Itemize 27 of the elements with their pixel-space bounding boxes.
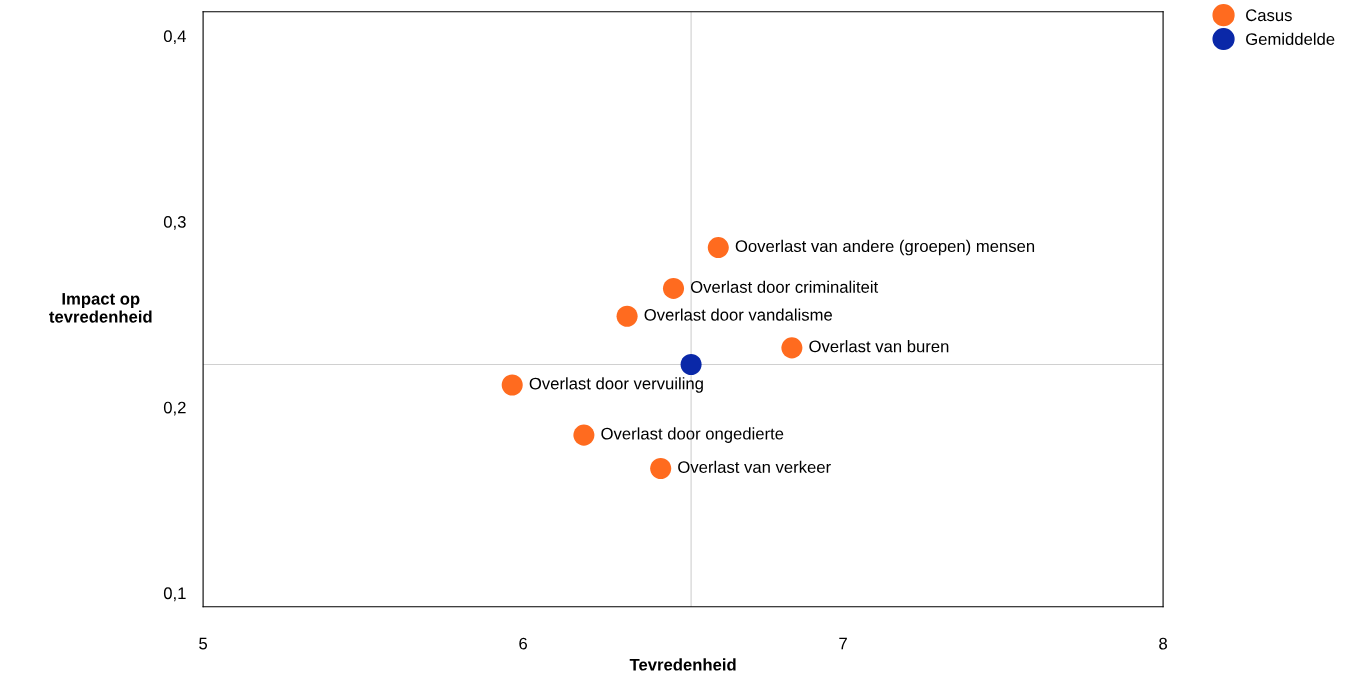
y-tick-label: 0,4 (163, 30, 186, 45)
point (662, 277, 685, 299)
annotation: Ooverlast van andere (groepen) mensen (735, 239, 1035, 256)
y-tick-label: 0,1 (163, 587, 186, 602)
annotation: Overlast van verkeer (678, 460, 831, 474)
legend-label: Casus (1246, 9, 1292, 22)
annotation: Overlast door vandalisme (644, 308, 832, 321)
x-axis-title: Tevredenheid (629, 658, 736, 671)
point (573, 424, 595, 446)
annotation: Overlast door criminaliteit (690, 280, 879, 293)
y-axis-title: Impact op tevredenheid (49, 293, 152, 323)
point (707, 237, 729, 259)
annotation: Overlast door vervuiling (529, 377, 703, 393)
x-tick-label: 7 (839, 637, 847, 650)
legend-label: Gemiddelde (1246, 32, 1335, 46)
point (650, 458, 672, 480)
x-tick-label: 6 (519, 637, 527, 650)
x-tick-label: 5 (199, 637, 208, 650)
point (501, 374, 523, 396)
point (616, 305, 638, 327)
y-tick-label: 0,2 (163, 401, 186, 416)
annotation: Overlast door ongedierte (601, 427, 784, 443)
annotation: Overlast van buren (809, 340, 949, 353)
x-tick-label: 8 (1159, 637, 1167, 650)
y-tick-label: 0,3 (163, 215, 186, 230)
point (680, 354, 702, 376)
point (781, 337, 803, 359)
